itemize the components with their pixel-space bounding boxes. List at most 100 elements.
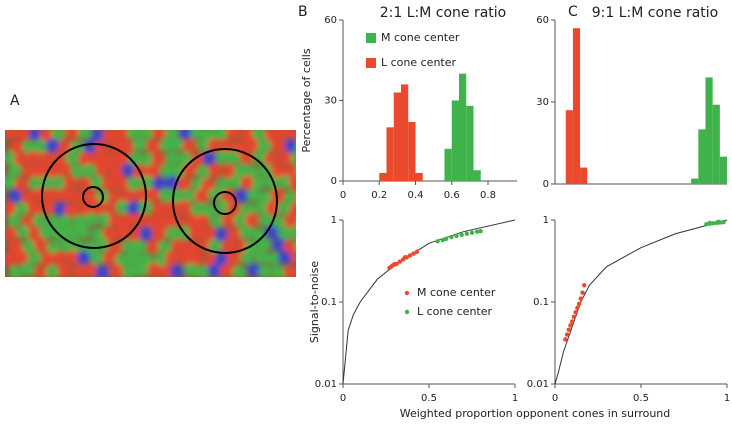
cone [196, 165, 211, 180]
cone [101, 176, 116, 191]
scatter-point [704, 221, 709, 227]
y-tick-label: 0.1 [321, 297, 337, 308]
cone [295, 145, 296, 150]
cone [7, 213, 21, 228]
x-tick-label: 0.8 [480, 190, 496, 201]
cone [278, 250, 292, 265]
cone [289, 225, 296, 240]
scatter-point [707, 220, 712, 226]
histogram-bar [572, 28, 581, 185]
cone [27, 250, 42, 265]
cone [97, 213, 112, 227]
surround-ring [41, 143, 147, 249]
cone [202, 226, 216, 241]
cone [201, 177, 215, 192]
cone [145, 214, 160, 228]
cone [277, 201, 291, 215]
cone [102, 130, 117, 142]
cone [102, 227, 117, 241]
cone [210, 213, 224, 228]
cone [226, 130, 241, 139]
cone [28, 228, 42, 242]
cone [126, 201, 141, 215]
surround-ring [172, 148, 278, 254]
cone [159, 188, 173, 202]
cone [240, 202, 255, 217]
cone [153, 252, 167, 267]
histogram-bar [379, 172, 387, 181]
cone [165, 151, 180, 165]
cone [169, 264, 184, 277]
center-ring [213, 191, 237, 215]
cone [65, 250, 80, 265]
cone [14, 250, 29, 264]
legend-swatch [366, 58, 376, 68]
cone [32, 164, 47, 178]
cone [58, 215, 72, 229]
cone [147, 238, 161, 253]
cone [83, 212, 98, 227]
cone [146, 139, 161, 154]
cone [297, 215, 311, 229]
scatter-point [566, 327, 571, 332]
cone [152, 130, 166, 140]
cone [90, 250, 104, 265]
receptive-fields [41, 143, 278, 254]
cone [240, 250, 254, 265]
cone [21, 190, 35, 205]
cone [171, 239, 186, 253]
cone [103, 251, 117, 265]
y-tick-label: 0.01 [315, 379, 337, 390]
cone [271, 265, 285, 277]
cone [216, 177, 230, 192]
cone [32, 213, 47, 228]
histogram-bar [459, 73, 467, 181]
cone [194, 189, 209, 203]
y-tick-label: 0 [331, 176, 337, 187]
cone [45, 265, 60, 277]
cone [191, 177, 206, 192]
cone [101, 202, 115, 217]
cone [51, 130, 66, 141]
y-tick-label: 0.1 [533, 297, 549, 308]
cone [90, 175, 104, 189]
x-tick-label: 0.5 [421, 393, 437, 404]
cone [182, 188, 197, 203]
cone [14, 202, 29, 216]
scatter-point [440, 237, 445, 243]
cone [39, 130, 54, 142]
cone [178, 250, 193, 265]
cone [244, 213, 259, 227]
cone [234, 163, 248, 178]
cone [107, 190, 122, 204]
cone [22, 140, 37, 154]
cone [122, 265, 136, 277]
cone [13, 152, 28, 167]
cone [214, 251, 229, 266]
scatter-point [435, 239, 440, 244]
cone [22, 239, 36, 254]
cone [233, 213, 248, 228]
scatter-point [711, 221, 716, 226]
histogram-bar [393, 92, 401, 181]
cone [202, 130, 217, 142]
cone [222, 164, 237, 179]
scatter-point [449, 234, 454, 240]
cone [246, 263, 261, 277]
fit-curve [342, 219, 516, 385]
cone [145, 188, 160, 202]
cone [95, 238, 110, 252]
cone [120, 140, 134, 154]
cone [177, 176, 191, 191]
cone [5, 251, 17, 266]
x-tick-label: 0.2 [371, 190, 387, 201]
cone [152, 226, 166, 241]
cone [234, 188, 249, 203]
cone [5, 175, 16, 190]
cone [182, 139, 196, 153]
scatter-point [394, 261, 399, 267]
cone [152, 202, 167, 216]
x-tick-label: 0 [340, 190, 346, 201]
cone [72, 214, 86, 229]
cone [290, 250, 296, 264]
